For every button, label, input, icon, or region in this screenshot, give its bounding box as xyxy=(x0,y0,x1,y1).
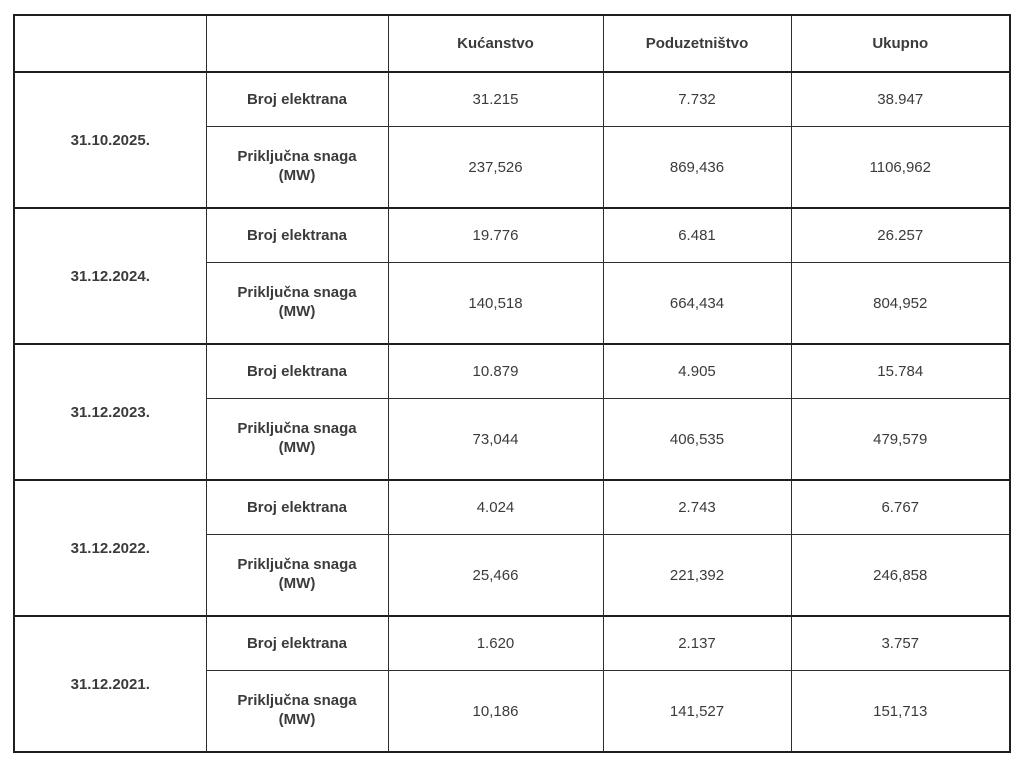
date-cell: 31.12.2022. xyxy=(13,479,207,617)
value-power-kucanstvo: 73,044 xyxy=(387,398,604,481)
value-power-kucanstvo: 237,526 xyxy=(387,126,604,209)
value-count-kucanstvo: 1.620 xyxy=(387,615,604,671)
table-row: 31.12.2024. Broj elektrana 19.776 6.481 … xyxy=(13,207,1011,345)
table-row: 31.10.2025. Broj elektrana 31.215 7.732 … xyxy=(13,71,1011,209)
value-count-ukupno: 3.757 xyxy=(790,615,1011,671)
value-power-kucanstvo: 25,466 xyxy=(387,534,604,617)
row-label-power-text: Priključna snaga (MW) xyxy=(237,420,357,456)
header-empty-date xyxy=(13,14,207,73)
table-row: 31.12.2021. Broj elektrana 1.620 2.137 3… xyxy=(13,615,1011,753)
table-row: 31.12.2022. Broj elektrana 4.024 2.743 6… xyxy=(13,479,1011,617)
value-power-ukupno: 151,713 xyxy=(790,670,1011,753)
row-label-power-text: Priključna snaga (MW) xyxy=(237,148,357,184)
date-cell: 31.12.2021. xyxy=(13,615,207,753)
value-power-poduzetnistvo: 141,527 xyxy=(602,670,792,753)
table-row: Priključna snaga (MW) 237,526 869,436 11… xyxy=(14,126,1011,209)
row-label-power: Priključna snaga (MW) xyxy=(205,398,389,481)
row-label-power: Priključna snaga (MW) xyxy=(205,126,389,209)
date-cell: 31.12.2024. xyxy=(13,207,207,345)
table-row: Priključna snaga (MW) 10,186 141,527 151… xyxy=(14,670,1011,753)
value-count-poduzetnistvo: 2.743 xyxy=(602,479,792,535)
row-label-power-text: Priključna snaga (MW) xyxy=(237,284,357,320)
value-power-ukupno: 479,579 xyxy=(790,398,1011,481)
value-power-poduzetnistvo: 869,436 xyxy=(602,126,792,209)
row-label-power: Priključna snaga (MW) xyxy=(205,670,389,753)
row-label-count: Broj elektrana xyxy=(205,343,389,399)
value-count-ukupno: 26.257 xyxy=(790,207,1011,263)
value-count-poduzetnistvo: 6.481 xyxy=(602,207,792,263)
table-row: Priključna snaga (MW) 140,518 664,434 80… xyxy=(14,262,1011,345)
table-row: 31.12.2023. Broj elektrana 10.879 4.905 … xyxy=(13,343,1011,481)
value-power-poduzetnistvo: 664,434 xyxy=(602,262,792,345)
date-cell: 31.10.2025. xyxy=(13,71,207,209)
date-cell: 31.12.2023. xyxy=(13,343,207,481)
value-count-poduzetnistvo: 7.732 xyxy=(602,71,792,127)
value-count-kucanstvo: 19.776 xyxy=(387,207,604,263)
power-plants-table: Kućanstvo Poduzetništvo Ukupno 31.10.202… xyxy=(13,14,1011,753)
header-poduzetnistvo: Poduzetništvo xyxy=(602,14,792,73)
header-empty-label xyxy=(205,14,389,73)
row-label-count: Broj elektrana xyxy=(205,207,389,263)
table-header-row: Kućanstvo Poduzetništvo Ukupno xyxy=(13,14,1011,73)
value-count-ukupno: 6.767 xyxy=(790,479,1011,535)
value-count-ukupno: 38.947 xyxy=(790,71,1011,127)
value-power-ukupno: 804,952 xyxy=(790,262,1011,345)
row-label-power-text: Priključna snaga (MW) xyxy=(237,556,357,592)
row-label-count: Broj elektrana xyxy=(205,479,389,535)
table-row: Priključna snaga (MW) 25,466 221,392 246… xyxy=(14,534,1011,617)
value-power-ukupno: 246,858 xyxy=(790,534,1011,617)
header-ukupno: Ukupno xyxy=(790,14,1011,73)
table-row: Priključna snaga (MW) 73,044 406,535 479… xyxy=(14,398,1011,481)
value-count-kucanstvo: 4.024 xyxy=(387,479,604,535)
header-kucanstvo: Kućanstvo xyxy=(387,14,604,73)
row-label-power-text: Priključna snaga (MW) xyxy=(237,692,357,728)
value-power-kucanstvo: 10,186 xyxy=(387,670,604,753)
row-label-count: Broj elektrana xyxy=(205,71,389,127)
value-count-kucanstvo: 10.879 xyxy=(387,343,604,399)
value-count-ukupno: 15.784 xyxy=(790,343,1011,399)
value-power-poduzetnistvo: 221,392 xyxy=(602,534,792,617)
value-count-poduzetnistvo: 2.137 xyxy=(602,615,792,671)
row-label-power: Priključna snaga (MW) xyxy=(205,534,389,617)
value-count-kucanstvo: 31.215 xyxy=(387,71,604,127)
value-power-poduzetnistvo: 406,535 xyxy=(602,398,792,481)
value-power-kucanstvo: 140,518 xyxy=(387,262,604,345)
row-label-power: Priključna snaga (MW) xyxy=(205,262,389,345)
row-label-count: Broj elektrana xyxy=(205,615,389,671)
value-count-poduzetnistvo: 4.905 xyxy=(602,343,792,399)
value-power-ukupno: 1106,962 xyxy=(790,126,1011,209)
